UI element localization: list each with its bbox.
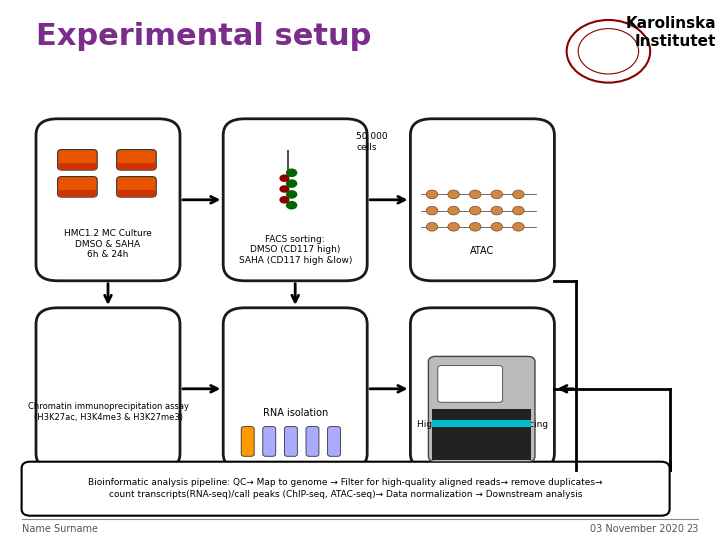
FancyBboxPatch shape xyxy=(58,177,97,197)
FancyBboxPatch shape xyxy=(223,119,367,281)
Bar xyxy=(118,163,155,170)
Bar xyxy=(432,420,531,427)
FancyBboxPatch shape xyxy=(241,427,254,456)
Circle shape xyxy=(448,190,459,199)
Text: Karolinska
Institutet: Karolinska Institutet xyxy=(626,16,716,49)
FancyBboxPatch shape xyxy=(306,427,319,456)
Circle shape xyxy=(469,206,481,215)
Circle shape xyxy=(286,168,297,177)
Text: 03 November 2020: 03 November 2020 xyxy=(590,524,685,534)
Text: RNA isolation: RNA isolation xyxy=(263,408,328,418)
FancyBboxPatch shape xyxy=(117,177,156,197)
Text: Name Surname: Name Surname xyxy=(22,524,98,534)
FancyBboxPatch shape xyxy=(428,356,535,462)
FancyBboxPatch shape xyxy=(410,119,554,281)
Circle shape xyxy=(279,196,289,204)
Circle shape xyxy=(491,222,503,231)
Circle shape xyxy=(448,222,459,231)
Text: 50 000
cells: 50 000 cells xyxy=(356,132,388,152)
Circle shape xyxy=(469,190,481,199)
Circle shape xyxy=(286,201,297,210)
Bar xyxy=(59,163,96,170)
FancyBboxPatch shape xyxy=(410,308,554,470)
Circle shape xyxy=(426,190,438,199)
Circle shape xyxy=(513,222,524,231)
FancyBboxPatch shape xyxy=(223,308,367,470)
Circle shape xyxy=(426,222,438,231)
Bar xyxy=(432,409,531,460)
Circle shape xyxy=(286,190,297,199)
Circle shape xyxy=(279,185,289,193)
FancyBboxPatch shape xyxy=(284,427,297,456)
FancyBboxPatch shape xyxy=(22,462,670,516)
Text: FACS sorting:
DMSO (CD117 high)
SAHA (CD117 high &low): FACS sorting: DMSO (CD117 high) SAHA (CD… xyxy=(238,235,352,265)
FancyBboxPatch shape xyxy=(36,308,180,470)
Circle shape xyxy=(279,174,289,182)
FancyBboxPatch shape xyxy=(58,150,97,170)
Circle shape xyxy=(286,179,297,188)
Text: Experimental setup: Experimental setup xyxy=(36,22,372,51)
Text: Chromatin immunoprecipitation assay
(H3K27ac, H3K4me3 & H3K27me3): Chromatin immunoprecipitation assay (H3K… xyxy=(27,402,189,422)
Text: ATAC: ATAC xyxy=(470,246,495,256)
Text: Bioinformatic analysis pipeline: QC→ Map to genome → Filter for high-quality ali: Bioinformatic analysis pipeline: QC→ Map… xyxy=(89,478,603,500)
Circle shape xyxy=(448,206,459,215)
Text: High-throughput Sequencing: High-throughput Sequencing xyxy=(417,420,548,429)
Circle shape xyxy=(513,206,524,215)
FancyBboxPatch shape xyxy=(328,427,341,456)
Circle shape xyxy=(491,190,503,199)
FancyBboxPatch shape xyxy=(263,427,276,456)
FancyBboxPatch shape xyxy=(36,119,180,281)
Text: 23: 23 xyxy=(686,524,698,534)
Circle shape xyxy=(513,190,524,199)
FancyBboxPatch shape xyxy=(117,150,156,170)
FancyBboxPatch shape xyxy=(438,366,503,402)
Circle shape xyxy=(426,206,438,215)
Bar xyxy=(59,190,96,197)
Circle shape xyxy=(491,206,503,215)
Text: HMC1.2 MC Culture
DMSO & SAHA
6h & 24h: HMC1.2 MC Culture DMSO & SAHA 6h & 24h xyxy=(64,230,152,259)
Bar xyxy=(118,190,155,197)
Circle shape xyxy=(469,222,481,231)
